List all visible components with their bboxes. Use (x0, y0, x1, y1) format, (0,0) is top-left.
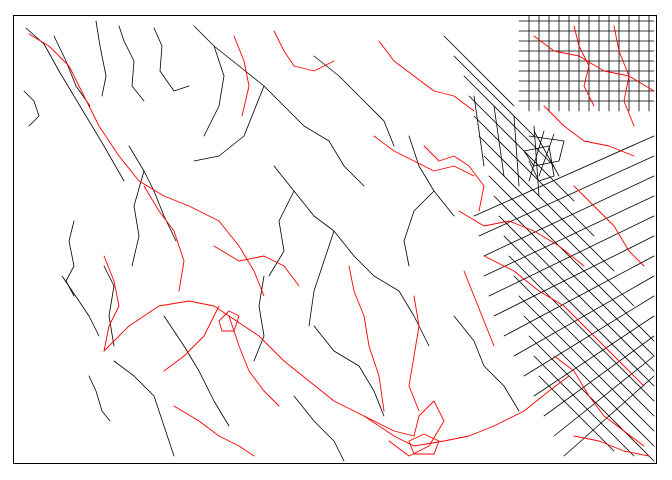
road-segment (163, 305, 220, 372)
road-network-map[interactable] (14, 16, 657, 464)
road-segment (61, 275, 100, 337)
road-segment (253, 275, 265, 362)
road-segment (293, 395, 345, 462)
road-segment (378, 40, 475, 112)
road-segment (273, 165, 355, 257)
road-segment (218, 310, 240, 332)
road-segment (403, 190, 435, 267)
road-segment (118, 25, 145, 102)
road-segment (533, 35, 655, 92)
road-segment (268, 190, 295, 277)
road-segment (388, 400, 445, 457)
road-segment (103, 300, 230, 352)
road-segment (95, 20, 107, 97)
road-segment (483, 255, 645, 387)
road-segment (408, 433, 440, 455)
road-segment (573, 25, 595, 107)
road-segment (228, 315, 415, 437)
road-segment (228, 315, 280, 407)
road-segment (408, 135, 455, 217)
road-segment (143, 185, 185, 292)
road-segment (408, 295, 420, 412)
road-segment (193, 25, 285, 107)
road-segment (573, 185, 645, 267)
road-segment (88, 375, 111, 422)
road-segment (65, 220, 75, 297)
road-segment (203, 45, 225, 137)
diagonal-hatching-east (443, 35, 655, 462)
road-segment (423, 145, 485, 212)
road-segment (25, 27, 125, 182)
black-road-network (23, 16, 655, 462)
road-segment (28, 33, 265, 297)
road-segment (458, 210, 585, 267)
road-segment (23, 90, 40, 127)
map-frame (13, 15, 657, 464)
road-segment (613, 25, 635, 127)
road-segment (193, 85, 265, 162)
road-segment (553, 355, 645, 447)
road-segment (103, 265, 115, 347)
road-segment (543, 105, 635, 157)
road-segment (273, 30, 335, 72)
road-segment (363, 375, 570, 447)
road-segment (313, 55, 395, 147)
road-segment (103, 255, 120, 352)
road-segment (153, 27, 190, 92)
road-segment (373, 135, 475, 177)
road-segment (313, 325, 385, 417)
road-segment (308, 230, 335, 327)
dense-cluster (523, 130, 565, 182)
road-segment (131, 170, 145, 267)
road-segment (573, 435, 650, 457)
road-segment (453, 315, 520, 412)
road-segment (53, 35, 91, 107)
dense-grid-northeast (518, 16, 655, 112)
road-segment (113, 360, 175, 457)
road-segment (463, 270, 495, 347)
road-segment (128, 145, 177, 242)
road-segment (173, 405, 255, 457)
road-segment (233, 35, 250, 117)
road-segment (163, 315, 230, 427)
road-segment (348, 265, 385, 412)
road-segment (213, 245, 300, 287)
red-road-network (28, 25, 655, 457)
road-segment (283, 105, 365, 187)
